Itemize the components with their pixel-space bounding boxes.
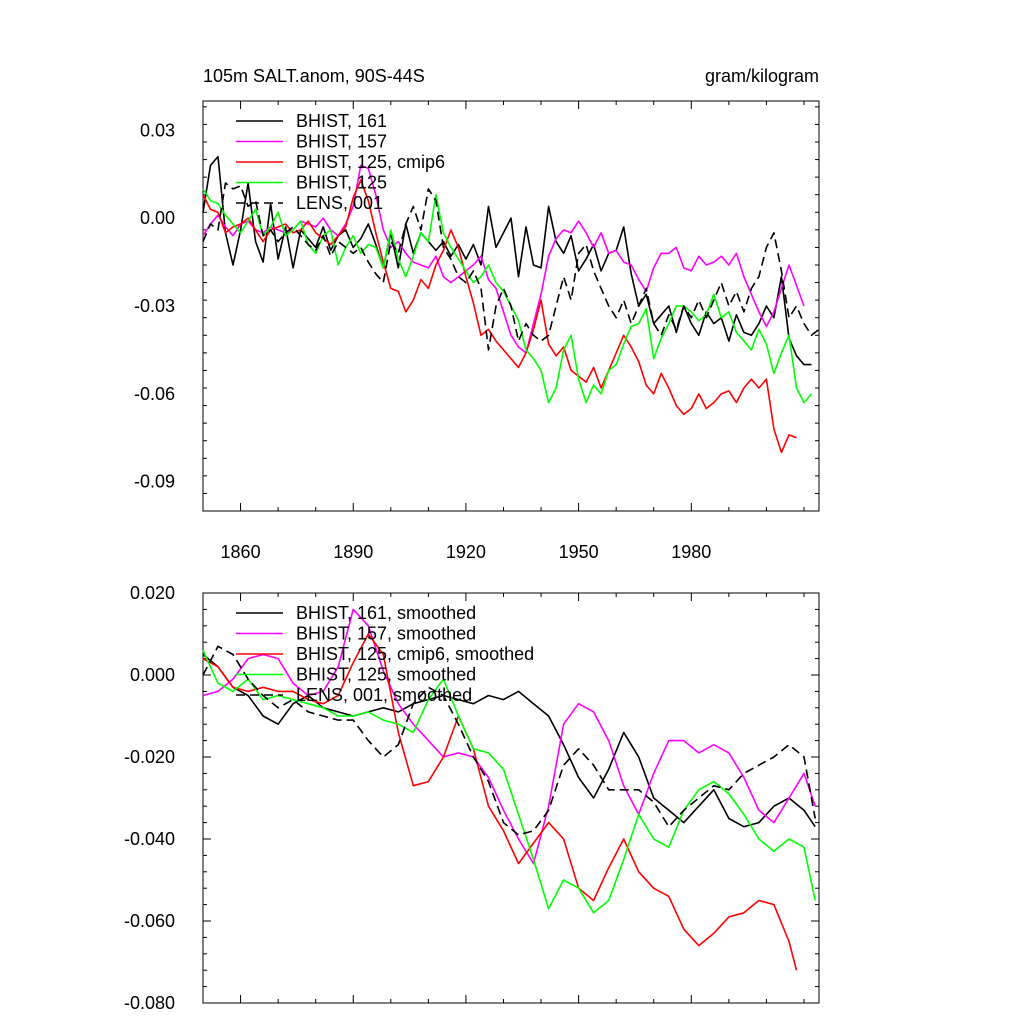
top-series-line-2 [202,164,805,354]
bottom-legend-label: BHIST, 157, smoothed [296,624,476,644]
top-y-tick-label: -0.09 [134,472,175,492]
top-series-line-5 [202,182,820,351]
bottom-legend-label: BHIST, 125, cmip6, smoothed [296,644,534,664]
top-legend-label: BHIST, 161 [296,111,387,131]
top-legend-label: BHIST, 157 [296,132,387,152]
bottom-series-line-1 [202,653,816,828]
top-x-tick-label: 1980 [671,542,711,562]
top-legend-label: BHIST, 125 [296,173,387,193]
bottom-legend-label: BHIST, 161, smoothed [296,603,476,623]
top-x-tick-label: 1950 [559,542,599,562]
top-y-tick-label: -0.06 [134,384,175,404]
top-legend-label: LENS, 001 [296,193,383,213]
top-panel-title: 105m SALT.anom, 90S-44S [203,66,425,86]
bottom-y-tick-label: -0.060 [124,911,175,931]
bottom-series-line-4 [202,650,816,914]
bottom-series-line-2 [202,608,816,865]
top-x-tick-label: 1890 [333,542,373,562]
bottom-y-tick-label: -0.080 [124,993,175,1013]
bottom-y-tick-label: -0.040 [124,829,175,849]
top-y-tick-label: -0.03 [134,296,175,316]
top-y-tick-label: 0.00 [140,208,175,228]
bottom-legend-label: LENS, 001, smoothed [296,685,472,705]
top-x-tick-label: 1920 [446,542,486,562]
bottom-y-tick-label: -0.020 [124,747,175,767]
top-legend-label: BHIST, 125, cmip6 [296,152,445,172]
bottom-plot-frame [202,592,820,1004]
bottom-series-line-3 [202,633,798,971]
top-series-line-1 [202,155,812,366]
bottom-legend-label: BHIST, 125, smoothed [296,665,476,685]
top-panel-units: gram/kilogram [705,66,819,86]
bottom-series-line-5 [202,645,816,836]
top-y-tick-label: 0.03 [140,120,175,140]
top-series-line-3 [202,179,797,454]
top-panel: 105m SALT.anom, 90S-44S gram/kilogram 18… [134,66,820,562]
top-series-line-4 [202,188,813,404]
top-plot-frame [202,100,820,512]
bottom-y-tick-label: 0.020 [130,583,175,603]
top-x-tick-label: 1860 [221,542,261,562]
bottom-panel: 0.020 0.000 -0.020 -0.040 -0.060 -0.080 BHIST,… [124,583,820,1013]
bottom-y-tick-label: 0.000 [130,665,175,685]
